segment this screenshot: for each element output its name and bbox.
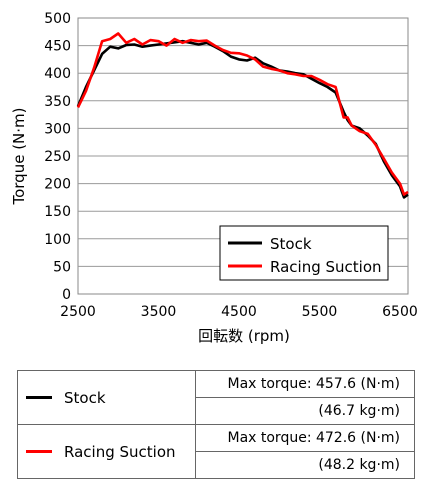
x-tick-label: 2500 (60, 304, 96, 320)
x-tick-label: 3500 (141, 304, 177, 320)
y-tick-label: 0 (62, 287, 71, 303)
y-tick-label: 500 (44, 11, 71, 27)
y-tick-labels: 0 50 100 150 200 250 300 350 400 450 500 (44, 11, 71, 303)
series-name-racing-suction: Racing Suction (64, 442, 176, 461)
y-tick-label: 350 (44, 94, 71, 110)
series-name-cell-stock: Stock (17, 370, 196, 425)
y-tick-label: 300 (44, 121, 71, 137)
line-swatch-racing-suction (26, 450, 52, 453)
x-tick-label: 5500 (302, 304, 338, 320)
legend: Stock Racing Suction (219, 225, 389, 281)
y-axis-title: Torque (N·m) (10, 107, 28, 205)
max-torque-nm-stock: Max torque: 457.6 (N·m) (195, 370, 415, 398)
series-name-stock: Stock (64, 388, 106, 407)
series-lines (76, 32, 409, 199)
y-tick-label: 150 (44, 204, 71, 220)
x-tick-label: 6500 (382, 304, 418, 320)
x-tick-labels: 2500 3500 4500 5500 6500 (60, 304, 418, 320)
y-tick-label: 450 (44, 39, 71, 55)
legend-label-stock: Stock (270, 235, 312, 253)
line-swatch-stock (26, 396, 52, 399)
table-row-racing-bottom: (48.2 kg·m) (18, 451, 415, 479)
table-row-stock-top: Stock Max torque: 457.6 (N·m) (17, 370, 415, 425)
x-tick-label: 4500 (221, 304, 257, 320)
y-tick-label: 50 (53, 259, 71, 275)
max-torque-kgm-racing-suction: (48.2 kg·m) (195, 451, 415, 479)
x-axis-title: 回転数 (rpm) (198, 327, 290, 345)
max-torque-kgm-stock: (46.7 kg·m) (195, 397, 415, 425)
y-tick-label: 100 (44, 232, 71, 248)
legend-label-racing-suction: Racing Suction (270, 258, 382, 276)
max-torque-nm-racing-suction: Max torque: 472.6 (N·m) (195, 424, 415, 452)
series-name-cell-racing-suction: Racing Suction (17, 424, 196, 479)
table-row-racing-top: Racing Suction Max torque: 472.6 (N·m) (17, 424, 415, 479)
y-tick-label: 200 (44, 177, 71, 193)
series-line-stock (76, 39, 409, 199)
max-torque-table: Stock Max torque: 457.6 (N·m) (46.7 kg·m… (17, 370, 415, 479)
y-tick-label: 250 (44, 149, 71, 165)
series-line-racing-suction (76, 32, 409, 196)
table-row-stock-bottom: (46.7 kg·m) (18, 397, 415, 425)
legend-box (219, 225, 389, 281)
torque-chart: 0 50 100 150 200 250 300 350 400 450 500 2500 3500 4… (10, 11, 418, 345)
y-tick-label: 400 (44, 66, 71, 82)
